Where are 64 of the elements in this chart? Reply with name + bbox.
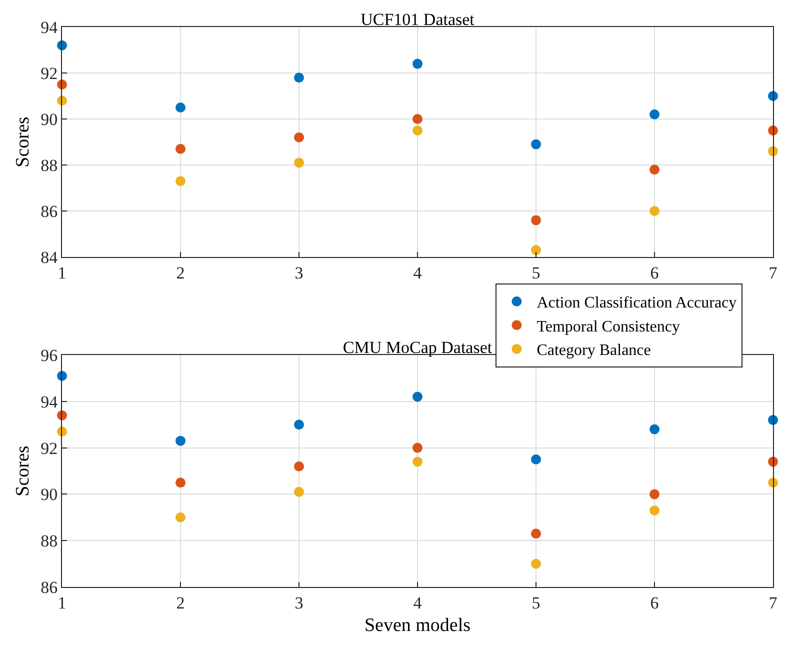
point (531, 454, 541, 464)
point (412, 442, 422, 453)
y-tick-label: 88 (40, 532, 58, 551)
point (176, 176, 186, 186)
point (531, 558, 541, 569)
point (412, 456, 422, 467)
point (412, 392, 422, 402)
x-tick-label: 4 (413, 593, 422, 612)
y-tick-label: 88 (40, 156, 58, 175)
point (531, 528, 541, 539)
y-tick-label: 86 (40, 202, 58, 221)
x-tick-label: 5 (532, 263, 540, 282)
y-tick-label: 92 (40, 438, 58, 458)
point (412, 114, 422, 124)
point (294, 420, 304, 430)
point (650, 109, 660, 120)
chart-title: CMU MoCap Dataset (342, 338, 492, 357)
point (412, 126, 422, 136)
point (176, 144, 186, 154)
x-tick-label: 6 (650, 593, 659, 612)
point (650, 424, 660, 434)
legend-label: Action Classification Accuracy (536, 294, 737, 312)
x-tick-label: 1 (58, 593, 66, 612)
y-axis-title: Scores (12, 446, 34, 496)
y-tick-label: 86 (40, 578, 58, 597)
x-tick-label: 2 (176, 593, 185, 612)
y-tick-label: 92 (40, 64, 58, 83)
y-tick-label: 84 (40, 248, 58, 267)
x-tick-label: 3 (294, 593, 304, 612)
legend-label: Category Balance (536, 342, 651, 360)
x-axis-title: Seven models (364, 615, 471, 636)
y-tick-label: 96 (40, 346, 58, 365)
point (650, 206, 660, 216)
point (176, 478, 186, 488)
point (531, 139, 541, 150)
point (294, 486, 304, 497)
point (531, 215, 541, 226)
x-tick-label: 7 (768, 593, 778, 612)
point (650, 489, 660, 500)
point (294, 158, 304, 168)
y-tick-label: 90 (40, 485, 58, 504)
point (531, 245, 541, 256)
x-tick-label: 2 (176, 263, 185, 282)
y-tick-label: 94 (40, 18, 58, 37)
point (412, 58, 422, 69)
legend-label: Temporal Consistency (536, 318, 680, 336)
point (294, 461, 304, 472)
x-tick-label: 6 (650, 263, 659, 282)
y-axis-title: Scores (12, 116, 34, 168)
x-tick-label: 3 (294, 263, 304, 282)
point (650, 505, 660, 516)
point (650, 164, 660, 175)
chart-title: UCF101 Dataset (360, 10, 475, 29)
point (294, 72, 304, 83)
point (176, 102, 186, 112)
x-tick-label: 4 (413, 263, 422, 282)
point (294, 132, 304, 142)
y-tick-label: 90 (40, 110, 58, 129)
x-tick-label: 7 (768, 263, 778, 282)
x-tick-label: 1 (58, 263, 66, 282)
point (176, 512, 186, 522)
point (176, 436, 186, 446)
y-tick-label: 94 (40, 392, 58, 412)
x-tick-label: 5 (532, 593, 540, 612)
